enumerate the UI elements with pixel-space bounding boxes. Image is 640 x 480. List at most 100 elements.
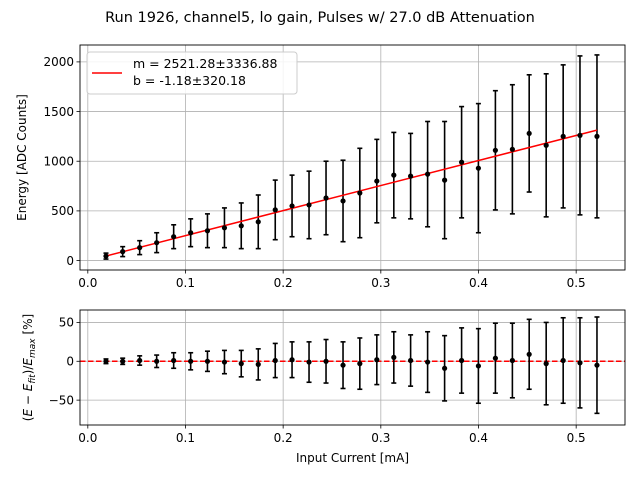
data-point (289, 203, 295, 209)
data-point (357, 361, 363, 367)
bottom-y-ticks: −50 0 50 (49, 316, 80, 407)
fit-line (105, 129, 598, 257)
data-point (323, 358, 329, 364)
data-point (306, 359, 312, 365)
data-point (188, 358, 194, 364)
top-y-ticks: 0 500 1000 1500 2000 (43, 55, 80, 268)
data-point (340, 198, 346, 204)
data-point (171, 234, 177, 240)
data-point (543, 361, 549, 367)
data-point (188, 230, 194, 236)
top-fit-line-group (105, 129, 598, 257)
data-point (391, 354, 397, 360)
bottom-y-axis-label: (E − Efit)/Emax [%] (21, 314, 38, 421)
top-y-axis-label: Energy [ADC Counts] (15, 94, 29, 221)
y-tick-label: 0 (66, 355, 74, 369)
x-tick-label: 0.0 (78, 276, 97, 290)
x-tick-label: 0.4 (469, 276, 488, 290)
legend-intercept: b = -1.18±320.18 (133, 73, 246, 88)
data-point (492, 355, 498, 361)
data-point (255, 361, 261, 367)
top-axes-frame (79, 44, 626, 271)
data-point (408, 173, 414, 179)
legend-box (86, 51, 298, 95)
data-point (154, 358, 160, 364)
y-tick-label: 500 (51, 204, 74, 218)
data-point (272, 207, 278, 213)
data-point (340, 362, 346, 368)
data-point (137, 357, 143, 364)
data-point (560, 357, 566, 364)
bottom-x-axis-label: Input Current [mA] (296, 451, 409, 465)
data-point (458, 159, 465, 165)
data-point (442, 365, 448, 371)
data-point (357, 190, 363, 196)
data-point (221, 359, 228, 365)
data-point (408, 357, 414, 364)
top-data-points (103, 130, 600, 259)
data-point (204, 358, 211, 364)
data-point (577, 360, 583, 366)
y-tick-label: 50 (59, 316, 74, 330)
data-point (560, 133, 566, 139)
y-tick-label: 0 (66, 254, 74, 268)
x-tick-label: 0.1 (176, 276, 195, 290)
data-point (425, 171, 431, 177)
data-point (475, 165, 481, 171)
x-tick-label: 0.2 (274, 276, 293, 290)
x-tick-label: 0.0 (78, 431, 97, 445)
data-point (120, 358, 126, 364)
data-point (594, 133, 600, 139)
bottom-data-points (103, 351, 600, 371)
data-point (238, 223, 244, 229)
data-point (323, 195, 329, 201)
x-tick-label: 0.5 (567, 276, 586, 290)
data-point (526, 130, 532, 137)
data-point (103, 358, 109, 364)
x-tick-label: 0.1 (176, 431, 195, 445)
data-point (255, 219, 261, 225)
x-tick-label: 0.5 (567, 431, 586, 445)
y-tick-label: −50 (49, 393, 74, 407)
data-point (425, 359, 431, 365)
data-point (442, 177, 448, 183)
data-point (391, 172, 397, 178)
x-tick-label: 0.4 (469, 431, 488, 445)
y-tick-label: 2000 (43, 55, 74, 69)
data-point (509, 357, 515, 364)
data-point (458, 357, 465, 364)
top-panel: 0.0 0.1 0.2 0.3 0.4 0.5 0 500 1000 1500 2000 Ener… (15, 44, 626, 290)
data-point (577, 132, 583, 138)
data-point (543, 142, 549, 148)
data-point (204, 228, 211, 234)
data-point (289, 357, 295, 363)
data-point (154, 240, 160, 246)
x-tick-label: 0.3 (371, 276, 390, 290)
legend: m = 2521.28±3336.88 b = -1.18±320.18 (86, 51, 298, 95)
legend-slope: m = 2521.28±3336.88 (133, 56, 277, 71)
data-point (171, 357, 177, 364)
data-point (374, 357, 380, 363)
data-point (137, 245, 143, 251)
y-tick-label: 1000 (43, 155, 74, 169)
data-point (374, 178, 380, 184)
bottom-x-ticks: 0.0 0.1 0.2 0.3 0.4 0.5 (78, 425, 586, 445)
data-point (272, 357, 278, 364)
data-point (475, 363, 481, 369)
data-point (594, 362, 600, 368)
top-x-ticks: 0.0 0.1 0.2 0.3 0.4 0.5 (78, 270, 586, 290)
data-point (221, 225, 228, 231)
bottom-panel: 0.0 0.1 0.2 0.3 0.4 0.5 −50 0 50 Input Current … (21, 309, 626, 465)
x-tick-label: 0.3 (371, 431, 390, 445)
y-tick-label: 1500 (43, 105, 74, 119)
data-point (120, 249, 126, 255)
data-point (509, 146, 515, 152)
x-tick-label: 0.2 (274, 431, 293, 445)
chart-title: Run 1926, channel5, lo gain, Pulses w/ 2… (105, 10, 535, 26)
data-point (238, 361, 244, 367)
data-point (306, 202, 312, 208)
bottom-axes-frame (79, 309, 626, 426)
data-point (492, 147, 498, 153)
data-point (103, 253, 109, 259)
